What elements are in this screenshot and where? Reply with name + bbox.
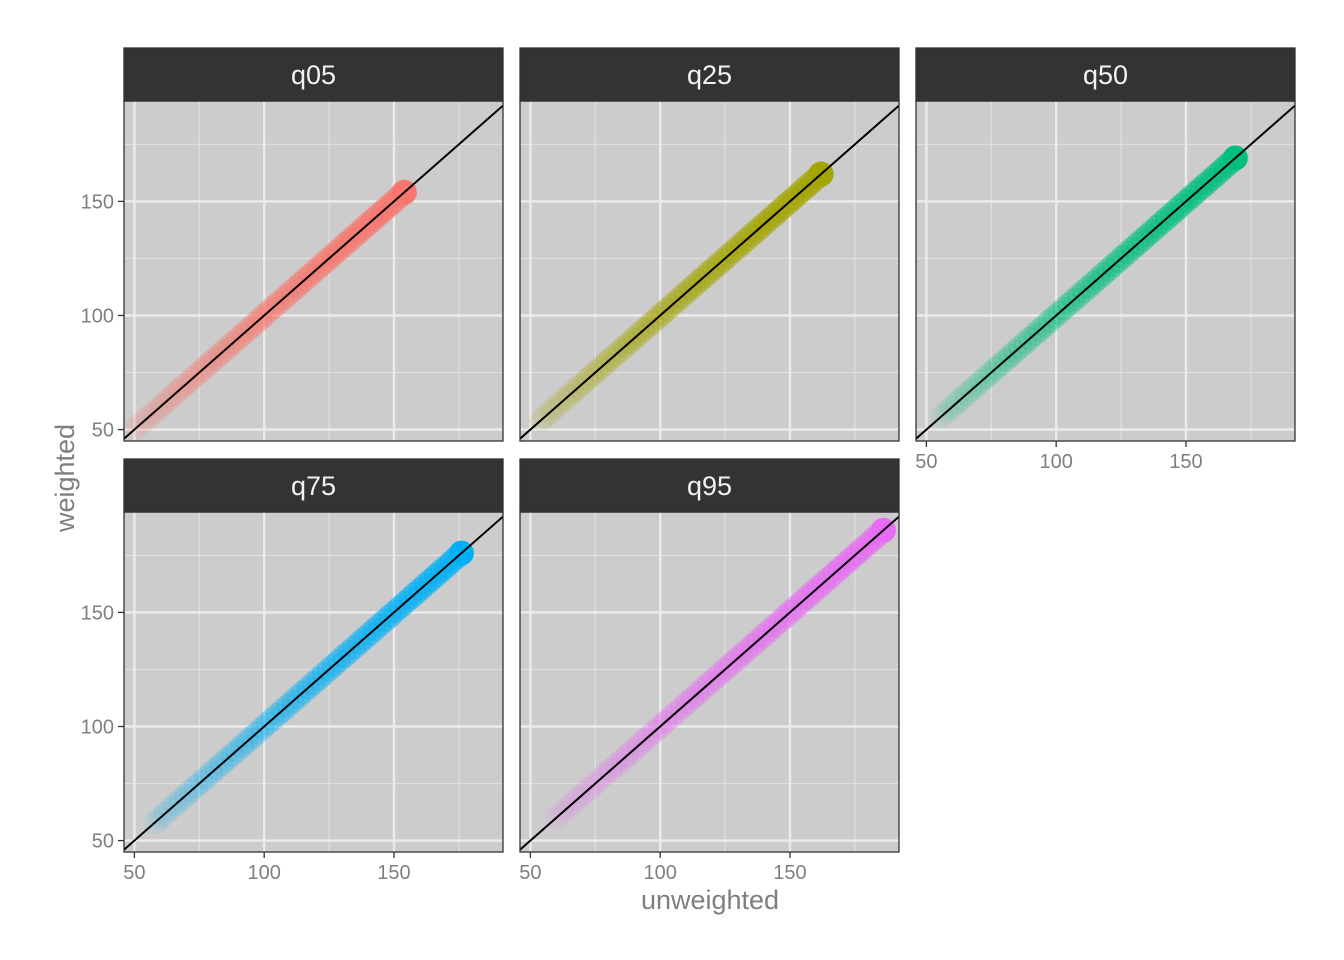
y-tick-label: 50 [92, 831, 114, 853]
identity-line [520, 104, 899, 440]
strip-label: q95 [687, 471, 732, 501]
strip-label: q25 [687, 60, 732, 90]
strip-label: q50 [1083, 60, 1128, 90]
identity-line [124, 104, 503, 440]
identity-line [124, 515, 503, 851]
x-tick-label: 100 [247, 862, 280, 884]
strip-label: q05 [291, 60, 336, 90]
strip-background [123, 458, 504, 513]
x-tick-label: 100 [1039, 451, 1072, 473]
x-tick-label: 150 [1169, 451, 1202, 473]
facet-panel-q50: q50 50 100 150 [915, 47, 1296, 473]
strip-background [519, 47, 900, 102]
x-tick-label: 100 [643, 862, 676, 884]
panels-layer: q05 50 100 150 q25 q50 50 100 150 q75 50 100 150 50 10… [81, 47, 1296, 884]
facet-panel-q05: q05 50 100 150 [81, 47, 504, 442]
strip-background [915, 47, 1296, 102]
y-tick-label: 100 [81, 716, 114, 738]
x-tick-label: 150 [377, 862, 410, 884]
x-tick-label: 50 [915, 451, 937, 473]
y-tick-label: 100 [81, 305, 114, 327]
facet-panel-q25: q25 [519, 47, 900, 442]
x-tick-label: 50 [519, 862, 541, 884]
identity-line [520, 515, 899, 851]
y-axis-title: weighted [50, 424, 80, 533]
y-tick-label: 150 [81, 602, 114, 624]
facet-panel-q75: q75 50 100 150 50 100 150 [81, 458, 504, 884]
x-axis-title: unweighted [641, 885, 779, 915]
strip-label: q75 [291, 471, 336, 501]
identity-line [916, 104, 1295, 440]
y-tick-label: 150 [81, 191, 114, 213]
facet-panel-q95: q95 50 100 150 [519, 458, 900, 884]
x-tick-label: 50 [123, 862, 145, 884]
y-tick-label: 50 [92, 420, 114, 442]
x-tick-label: 150 [773, 862, 806, 884]
strip-background [123, 47, 504, 102]
strip-background [519, 458, 900, 513]
